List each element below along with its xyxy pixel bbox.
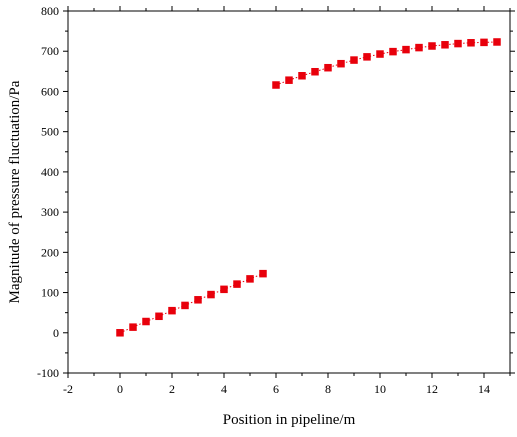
- data-point: [493, 38, 501, 46]
- series-lines: [119, 41, 498, 334]
- data-point: [207, 290, 215, 299]
- plot-frame: [67, 10, 511, 374]
- x-tick-label: 2: [169, 382, 175, 396]
- x-tick-label: 14: [478, 382, 490, 396]
- y-tick-label: 700: [41, 44, 59, 58]
- data-point: [259, 269, 267, 278]
- data-point: [246, 275, 254, 283]
- x-tick-label: 6: [273, 382, 279, 396]
- x-tick-label: 0: [117, 382, 123, 396]
- data-point: [116, 329, 124, 337]
- data-point: [233, 280, 241, 288]
- y-tick-label: 800: [41, 4, 59, 18]
- data-point: [441, 41, 449, 49]
- series-line-2: [275, 41, 498, 86]
- y-tick-label: 200: [41, 245, 59, 259]
- x-tick-label: 8: [325, 382, 331, 396]
- data-point: [337, 59, 345, 68]
- axis-ticks: [63, 6, 515, 378]
- x-tick-label: 4: [221, 382, 227, 396]
- tick-labels: -2 0 2 4 6 8 10 12 14 -100 0 100 200 300 400 500 600 700 8…: [37, 4, 490, 396]
- y-tick-label: 600: [41, 84, 59, 98]
- data-point: [428, 42, 436, 50]
- data-point: [168, 306, 176, 315]
- data-point: [194, 296, 202, 304]
- data-point: [350, 56, 358, 64]
- data-point: [220, 285, 228, 294]
- y-tick-label: 100: [41, 286, 59, 300]
- data-point: [311, 67, 319, 76]
- data-point: [155, 312, 163, 321]
- data-point: [285, 76, 293, 84]
- x-axis-title: Position in pipeline/m: [223, 412, 356, 428]
- plot-border: [67, 10, 511, 374]
- data-point: [181, 301, 189, 310]
- data-point: [402, 45, 410, 54]
- x-tick-label: -2: [63, 382, 73, 396]
- series-line-1: [119, 273, 264, 334]
- data-point: [363, 53, 371, 61]
- data-point: [454, 39, 462, 48]
- y-tick-label: 300: [41, 205, 59, 219]
- data-point: [467, 39, 475, 47]
- data-point: [272, 81, 280, 89]
- x-tick-label: 12: [426, 382, 438, 396]
- data-point: [389, 47, 397, 56]
- y-tick-label: 0: [53, 326, 59, 340]
- data-point: [142, 317, 150, 326]
- y-tick-label: 400: [41, 165, 59, 179]
- y-tick-label: -100: [37, 366, 59, 380]
- data-point: [415, 43, 423, 52]
- data-point: [298, 72, 306, 80]
- data-point: [129, 323, 137, 331]
- y-tick-label: 500: [41, 125, 59, 139]
- data-point: [324, 63, 332, 72]
- data-point: [376, 50, 384, 58]
- data-point: [480, 38, 488, 47]
- data-points: [116, 38, 501, 337]
- x-tick-label: 10: [374, 382, 386, 396]
- y-axis-title: Magnitude of pressure fluctuation/Pa: [7, 80, 23, 303]
